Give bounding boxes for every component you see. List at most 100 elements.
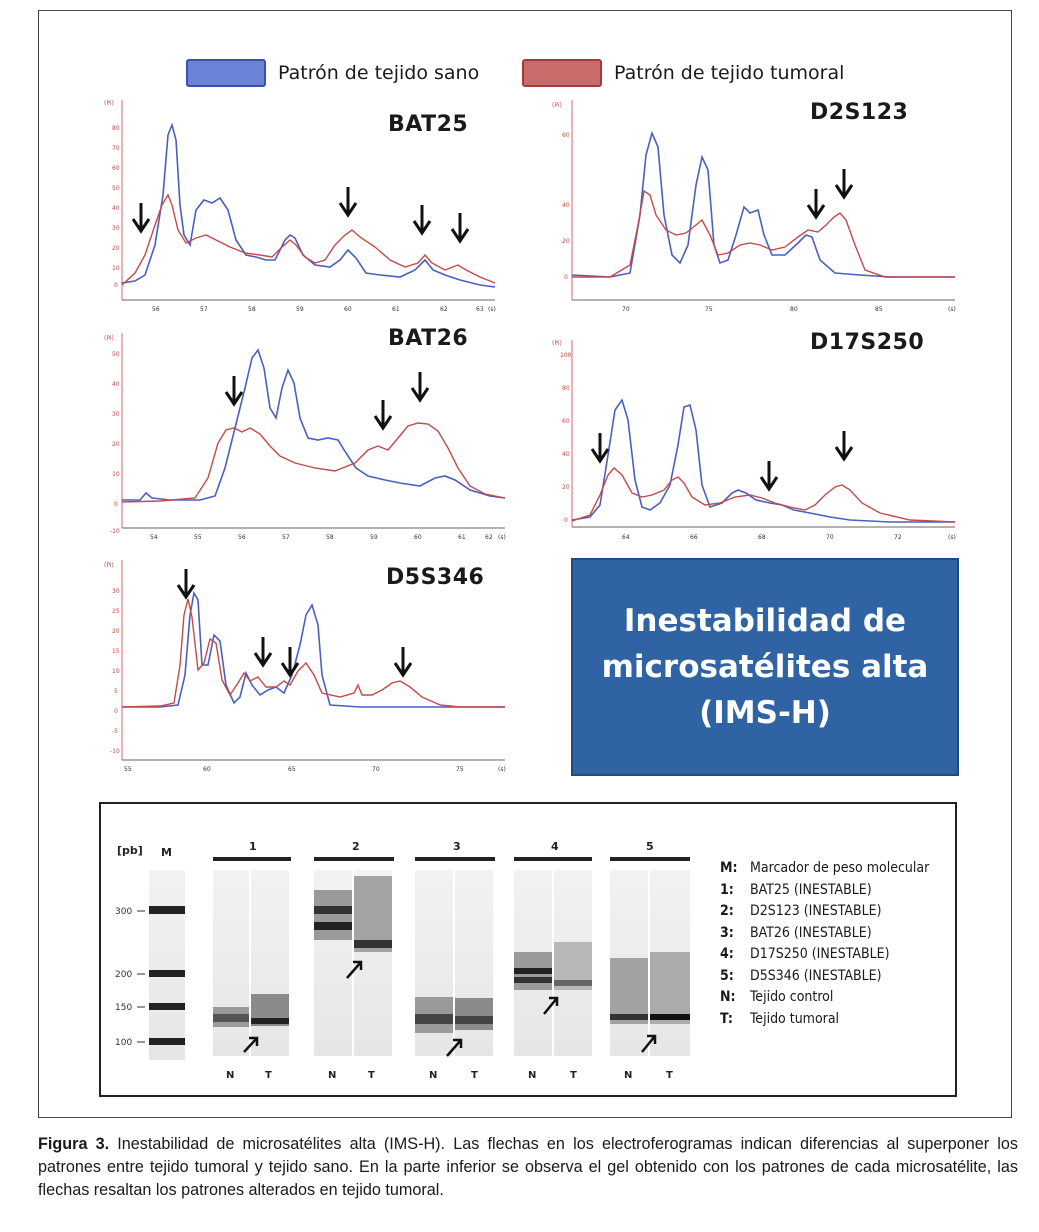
size-label: 150 bbox=[115, 1003, 132, 1013]
lane-label-n: N bbox=[328, 1070, 336, 1081]
tumor-trace bbox=[571, 467, 956, 523]
healthy-trace bbox=[571, 130, 955, 278]
lane-label-t: T bbox=[368, 1070, 375, 1081]
y-tick: 20 bbox=[562, 238, 570, 245]
x-tick: 58 bbox=[326, 534, 334, 541]
x-tick: 56 bbox=[238, 534, 246, 541]
y-tick: -5 bbox=[112, 728, 118, 735]
gel-legend-row: 4: D17S250 (INESTABLE) bbox=[720, 946, 890, 962]
x-tick: 60 bbox=[203, 766, 211, 773]
ims-line-2: microsatélites alta bbox=[601, 649, 929, 685]
x-tick: 55 bbox=[124, 766, 132, 773]
d17s250-electropherogram: (Pi) 100 80 60 40 20 0 64 66 68 70 72 (s… bbox=[552, 340, 956, 541]
panel-d5s346: (Pi) 30 25 20 15 10 5 0 -5 -10 55 60 65 … bbox=[100, 555, 510, 780]
y-tick: 0 bbox=[564, 274, 568, 281]
y-tick: 0 bbox=[564, 517, 568, 524]
d2s123-electropherogram: (Pi) 60 40 20 0 70 75 80 85 (s) bbox=[552, 100, 956, 313]
arrow-icon bbox=[243, 1036, 259, 1053]
arrow-icon bbox=[641, 1034, 657, 1053]
x-tick: 70 bbox=[372, 766, 380, 773]
y-tick: 10 bbox=[112, 668, 120, 675]
gel-legend-row: 5: D5S346 (INESTABLE) bbox=[720, 967, 882, 984]
ims-line-1: Inestabilidad de bbox=[623, 603, 907, 639]
y-tick: 40 bbox=[562, 202, 570, 209]
gel-group-number: 2 bbox=[352, 840, 360, 853]
arrow-icon bbox=[410, 372, 430, 403]
gel-legend-row: 3: BAT26 (INESTABLE) bbox=[720, 924, 872, 941]
panel-bat25: (Pi) 80 70 60 50 40 30 20 10 0 56 57 58 … bbox=[100, 95, 500, 320]
gel-group-number: 4 bbox=[551, 840, 559, 853]
x-tick: (s) bbox=[488, 306, 496, 313]
arrow-icon bbox=[373, 400, 393, 431]
arrow-icon bbox=[450, 213, 470, 244]
ims-h-box: Inestabilidad de microsatélites alta (IM… bbox=[571, 558, 959, 776]
x-tick: 72 bbox=[894, 534, 902, 541]
gel-group-1 bbox=[213, 870, 289, 1056]
gel-legend: M: Marcador de peso molecular 1: BAT25 (IN… bbox=[720, 858, 929, 1030]
x-tick: 59 bbox=[296, 306, 304, 313]
x-tick: (s) bbox=[498, 534, 506, 541]
x-tick: 55 bbox=[194, 534, 202, 541]
x-tick: 75 bbox=[456, 766, 464, 773]
caption-text: Inestabilidad de microsatélites alta (IM… bbox=[38, 1135, 1019, 1199]
x-tick: 59 bbox=[370, 534, 378, 541]
gel-unit-label: [pb] bbox=[117, 844, 143, 857]
arrow-icon bbox=[834, 169, 854, 200]
panel-title: D5S346 bbox=[386, 565, 485, 590]
lane-label-t: T bbox=[570, 1070, 577, 1081]
legend-healthy: Patrón de tejido sano bbox=[186, 58, 479, 88]
legend-tumor-label: Patrón de tejido tumoral bbox=[614, 62, 845, 84]
y-tick: 20 bbox=[112, 628, 120, 635]
gel-image: [pb] M 300 200 150 100 1 2 3 4 5 bbox=[115, 840, 690, 1081]
y-tick: 40 bbox=[562, 451, 570, 458]
size-label: 200 bbox=[115, 970, 132, 980]
gel-legend-row: M: Marcador de peso molecular bbox=[720, 860, 930, 876]
gel-group-5 bbox=[610, 870, 690, 1056]
y-tick: 50 bbox=[112, 185, 120, 192]
gel-lane-marker bbox=[149, 870, 185, 1060]
x-tick: 61 bbox=[458, 534, 466, 541]
lane-label-t: T bbox=[265, 1070, 272, 1081]
x-tick: 60 bbox=[414, 534, 422, 541]
y-tick: (Pi) bbox=[104, 100, 114, 107]
tumor-trace bbox=[572, 189, 955, 278]
y-tick: (Pi) bbox=[552, 340, 562, 347]
y-tick: 40 bbox=[112, 381, 120, 388]
figure-caption: Figura 3. Inestabilidad de microsatélite… bbox=[38, 1133, 1018, 1202]
y-tick: 20 bbox=[562, 484, 570, 491]
gel-band bbox=[149, 906, 185, 914]
x-tick: (s) bbox=[498, 766, 506, 773]
y-tick: 100 bbox=[560, 352, 572, 359]
y-tick: (Pi) bbox=[104, 335, 114, 342]
panel-title: BAT25 bbox=[388, 112, 469, 137]
panel-title: BAT26 bbox=[388, 326, 469, 351]
arrow-icon bbox=[176, 569, 196, 600]
y-tick: 40 bbox=[112, 205, 120, 212]
arrow-icon bbox=[806, 189, 826, 220]
x-tick: 62 bbox=[485, 534, 493, 541]
arrow-icon bbox=[131, 203, 151, 234]
y-tick: -10 bbox=[110, 528, 120, 535]
x-tick: 63 bbox=[476, 306, 484, 313]
gel-marker-label: M bbox=[161, 846, 172, 859]
panel-bat26: (Pi) 50 40 30 20 10 0 -10 54 55 56 57 58… bbox=[100, 328, 510, 550]
gel-legend-row: 2: D2S123 (INESTABLE) bbox=[720, 903, 882, 919]
gel-legend-row: N: Tejido control bbox=[720, 989, 834, 1005]
x-tick: 57 bbox=[200, 306, 208, 313]
panel-title: D2S123 bbox=[810, 100, 909, 125]
x-tick: (s) bbox=[948, 534, 956, 541]
lane-label-t: T bbox=[471, 1070, 478, 1081]
y-tick: 60 bbox=[562, 418, 570, 425]
gel-band bbox=[149, 1003, 185, 1010]
gel-band bbox=[149, 1038, 185, 1045]
x-tick: 57 bbox=[282, 534, 290, 541]
y-tick: 0 bbox=[114, 282, 118, 289]
y-tick: 70 bbox=[112, 145, 120, 152]
y-tick: -10 bbox=[110, 748, 120, 755]
gel-group-number: 1 bbox=[249, 840, 257, 853]
lane-label-n: N bbox=[624, 1070, 632, 1081]
gel-group-number: 3 bbox=[453, 840, 461, 853]
y-tick: 20 bbox=[112, 441, 120, 448]
arrow-icon bbox=[446, 1038, 463, 1057]
lane-label-n: N bbox=[429, 1070, 437, 1081]
